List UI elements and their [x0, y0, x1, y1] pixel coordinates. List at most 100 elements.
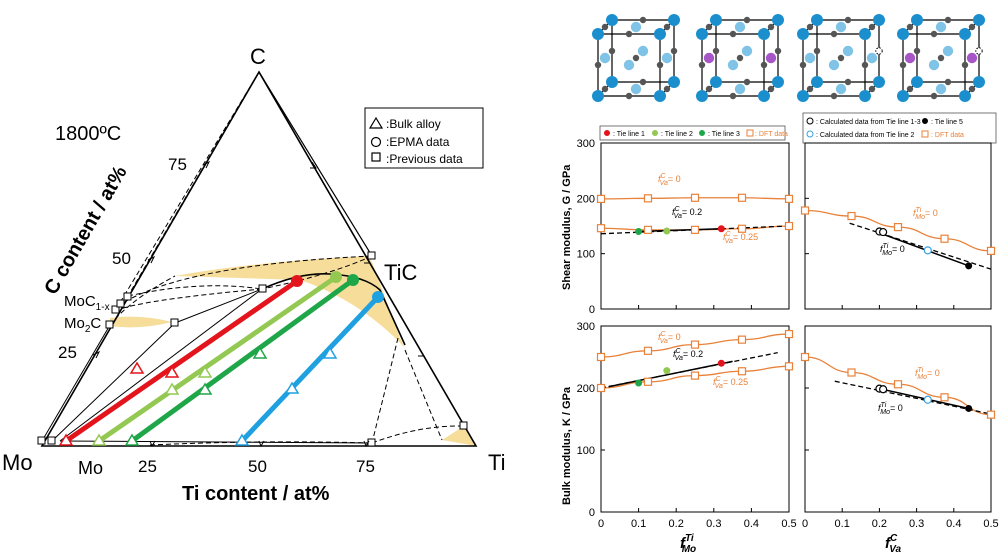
crystal-cell-3: [797, 14, 885, 102]
tie-line-2: [96, 274, 339, 444]
dft-point: [893, 380, 903, 389]
panel-frame: [600, 325, 790, 513]
calc-point: [923, 246, 932, 255]
fit-line: [600, 225, 790, 235]
x-tick-label: 0.5: [983, 518, 998, 530]
x-tick-label: 0.3: [909, 518, 924, 530]
bottom-tick-25: 25: [138, 457, 157, 476]
crystal-cell-1: [592, 14, 680, 102]
dft-point: [596, 383, 606, 393]
mo2c-tie-line: [174, 288, 263, 324]
bottom-tick-75: 75: [356, 457, 375, 476]
boundary-mo-mo2c-2: [51, 322, 176, 442]
ylabel-shear: Shear modulus, G / GPa: [561, 164, 573, 290]
ternary-diagram: C Mo Ti 1800ºC TiC MoC1-x Mo2C Mo 25 50 …: [2, 44, 506, 505]
crystal-cell-4: [897, 14, 985, 102]
side-tick-75: 75: [168, 155, 187, 174]
fit-line: [849, 222, 992, 270]
y-tick-label: 300: [577, 321, 595, 333]
crystal-structures: [592, 14, 985, 102]
annot-bulk-va0: fC Va= 0: [658, 331, 681, 345]
mo-bottom-label: Mo: [78, 458, 103, 478]
panel-frame: [804, 325, 992, 513]
dft-point: [690, 371, 700, 380]
annot-shear-mo0-line: fTi Mo= 0: [880, 243, 905, 257]
x-tick-label: 0: [598, 518, 604, 530]
two-phase-region-mo2c: [110, 316, 172, 328]
tie-line-point: [965, 262, 973, 270]
dft-point: [690, 193, 700, 202]
dft-point: [800, 206, 810, 215]
y-axis-label: C content / at%: [40, 162, 131, 298]
legend-calc-tie-1-3: : Calculated data from Tie line 1-3: [816, 119, 921, 126]
dft-point: [784, 362, 794, 371]
panel-legend-left: : Tie line 1 : Tie line 2 : Tie line 3 :…: [599, 125, 788, 141]
panel-annotations: fC Va= 0 fC Va= 0.2 fC Va= 0.25 fTi Mo= 0 fT…: [658, 173, 940, 416]
legend-dft-left: : DFT data: [755, 131, 788, 138]
previous-data-markers: [37, 251, 468, 447]
legend-dft-right: : DFT data: [931, 132, 964, 139]
dft-point: [643, 346, 653, 355]
xlabel-f-ti-mo: fTi Mo: [680, 533, 696, 554]
x-tick-label: 0.2: [669, 518, 684, 530]
y-tick-label: 0: [589, 304, 595, 316]
modulus-panel-2: [800, 142, 996, 310]
calc-point: [879, 227, 888, 237]
vertex-mo-label: Mo: [2, 450, 33, 475]
dft-point: [737, 367, 747, 376]
tie-line-4: [239, 294, 381, 444]
annot-bulk-mo0-line: fTi Mo= 0: [878, 402, 903, 416]
ylabel-bulk: Bulk modulus, K / GPa: [561, 386, 573, 505]
fit-line-solid: [638, 228, 722, 233]
side-tick-25: 25: [58, 343, 77, 362]
tie-line-point: [717, 359, 725, 367]
fit-line-solid: [608, 360, 733, 388]
dft-point: [690, 340, 700, 349]
annot-shear-va02: fC Va= 0.2: [672, 206, 702, 220]
dashed-boundaries: [109, 71, 465, 446]
modulus-panel-3: 0 100 200 300 0 0.1 0.2 0.3 0.4 0.5: [577, 321, 797, 530]
tie-lines: [63, 274, 381, 444]
dft-point: [784, 221, 794, 231]
tie-line-1: [63, 278, 300, 444]
tic-phase-boundary: [261, 272, 406, 346]
annot-shear-va025: fC Va= 0.25: [723, 231, 758, 245]
calc-point: [923, 395, 932, 404]
crystal-cell-2: [696, 14, 784, 102]
dft-point: [737, 193, 747, 202]
calc-point: [879, 385, 888, 394]
dft-point: [986, 410, 996, 419]
boundary-c-tic: [258, 71, 373, 257]
dft-point: [800, 352, 810, 362]
legend-previous: :Previous data: [386, 152, 463, 166]
x-tick-label: 0.5: [781, 518, 796, 530]
dft-point: [690, 225, 700, 234]
temperature-label: 1800ºC: [55, 123, 121, 145]
tie-line-point: [965, 404, 973, 412]
y-tick-label: 300: [577, 138, 595, 150]
x-tick-label: 0.1: [631, 518, 646, 530]
boundary-mo-ti-base: [59, 440, 373, 444]
dft-point: [596, 194, 606, 203]
dft-point: [784, 329, 794, 339]
vertex-c-label: C: [250, 44, 266, 69]
dft-point: [596, 224, 606, 233]
modulus-panels: 0 100 200 300 0 100 200 300 0 0.1 0.2 0.3 0.4 0.5 0 0.1…: [577, 138, 999, 530]
phase-moc-label: MoC1-x: [64, 293, 110, 313]
tie-line-point: [717, 225, 725, 233]
tie-line-3: [129, 277, 356, 444]
modulus-panel-1: 0 100 200 300: [577, 138, 794, 316]
ternary-axis-ticks: [92, 160, 425, 448]
bottom-tick-50: 50: [248, 457, 267, 476]
modulus-panel-4: 0 0.1 0.2 0.3 0.4 0.5: [800, 325, 999, 530]
legend-bulk-alloy: :Bulk alloy: [386, 117, 441, 131]
legend-tie-line-3: : Tie line 3: [708, 131, 740, 138]
bulk-alloy-markers: [58, 346, 338, 446]
annot-bulk-va02: fC Va= 0.2: [673, 348, 703, 362]
legend-tie-line-2: : Tie line 2: [661, 131, 693, 138]
y-tick-label: 200: [577, 383, 595, 395]
legend-calc-tie-2: : Calculated data from Tie line 2: [816, 132, 915, 139]
phase-mo2c-label: Mo2C: [64, 315, 101, 335]
legend-epma: :EPMA data: [386, 135, 450, 149]
